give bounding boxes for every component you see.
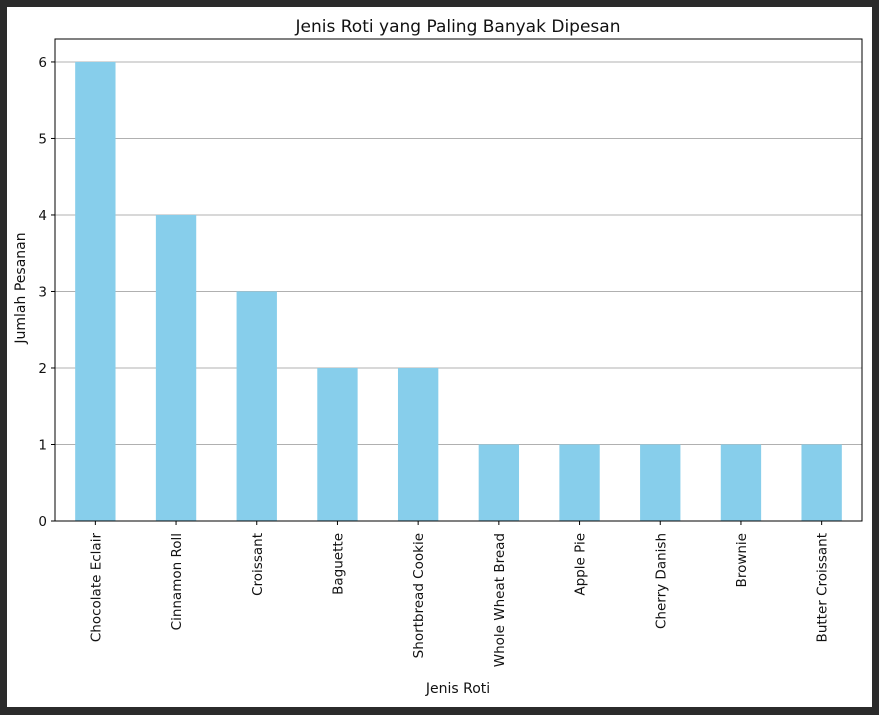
chart-frame: Jenis Roti yang Paling Banyak Dipesan 0 1… xyxy=(7,7,872,707)
y-tick-label-6: 6 xyxy=(38,55,47,71)
bar-chart: Jenis Roti yang Paling Banyak Dipesan 0 1… xyxy=(13,17,863,697)
y-tick-label-1: 1 xyxy=(38,437,47,453)
bar-cherry-danish xyxy=(640,444,681,521)
x-tick-label-4: Shortbread Cookie xyxy=(411,533,427,658)
bar-whole-wheat-bread xyxy=(478,444,520,521)
chart-title: Jenis Roti yang Paling Banyak Dipesan xyxy=(295,17,621,37)
x-tick-label-0: Chocolate Eclair xyxy=(88,533,104,643)
bar-chocolate-eclair xyxy=(75,61,116,521)
x-tick-label-5: Whole Wheat Bread xyxy=(492,533,508,667)
y-tick-label-0: 0 xyxy=(38,514,47,530)
bar-baguette xyxy=(317,367,358,521)
y-tick-label-2: 2 xyxy=(38,361,47,377)
x-tick-label-6: Apple Pie xyxy=(573,533,589,596)
x-tick-label-8: Brownie xyxy=(734,533,750,587)
plot-border xyxy=(54,38,863,522)
x-tick-label-7: Cherry Danish xyxy=(653,533,669,629)
y-tick-label-5: 5 xyxy=(38,131,47,147)
bar-shortbread-cookie xyxy=(397,367,439,521)
y-tick-label-4: 4 xyxy=(38,208,47,224)
x-tick-label-3: Baguette xyxy=(330,533,346,595)
x-tick-label-2: Croissant xyxy=(250,533,266,596)
x-tick-labels: Chocolate Eclair Cinnamon Roll Croissant Ba… xyxy=(88,533,830,668)
x-tick-label-1: Cinnamon Roll xyxy=(169,533,185,630)
y-tick-label-3: 3 xyxy=(38,284,47,300)
bars xyxy=(75,61,842,521)
x-axis-label: Jenis Roti xyxy=(425,681,490,697)
bar-butter-croissant xyxy=(801,444,842,521)
axes xyxy=(51,38,863,525)
y-tick-labels: 0 1 2 3 4 5 6 xyxy=(38,55,47,530)
bar-cinnamon-roll xyxy=(155,214,197,521)
bar-apple-pie xyxy=(559,444,600,521)
bar-croissant xyxy=(236,291,277,521)
bar-brownie xyxy=(720,444,762,521)
x-tick-label-9: Butter Croissant xyxy=(815,533,831,642)
y-axis-label: Jumlah Pesanan xyxy=(13,232,29,344)
